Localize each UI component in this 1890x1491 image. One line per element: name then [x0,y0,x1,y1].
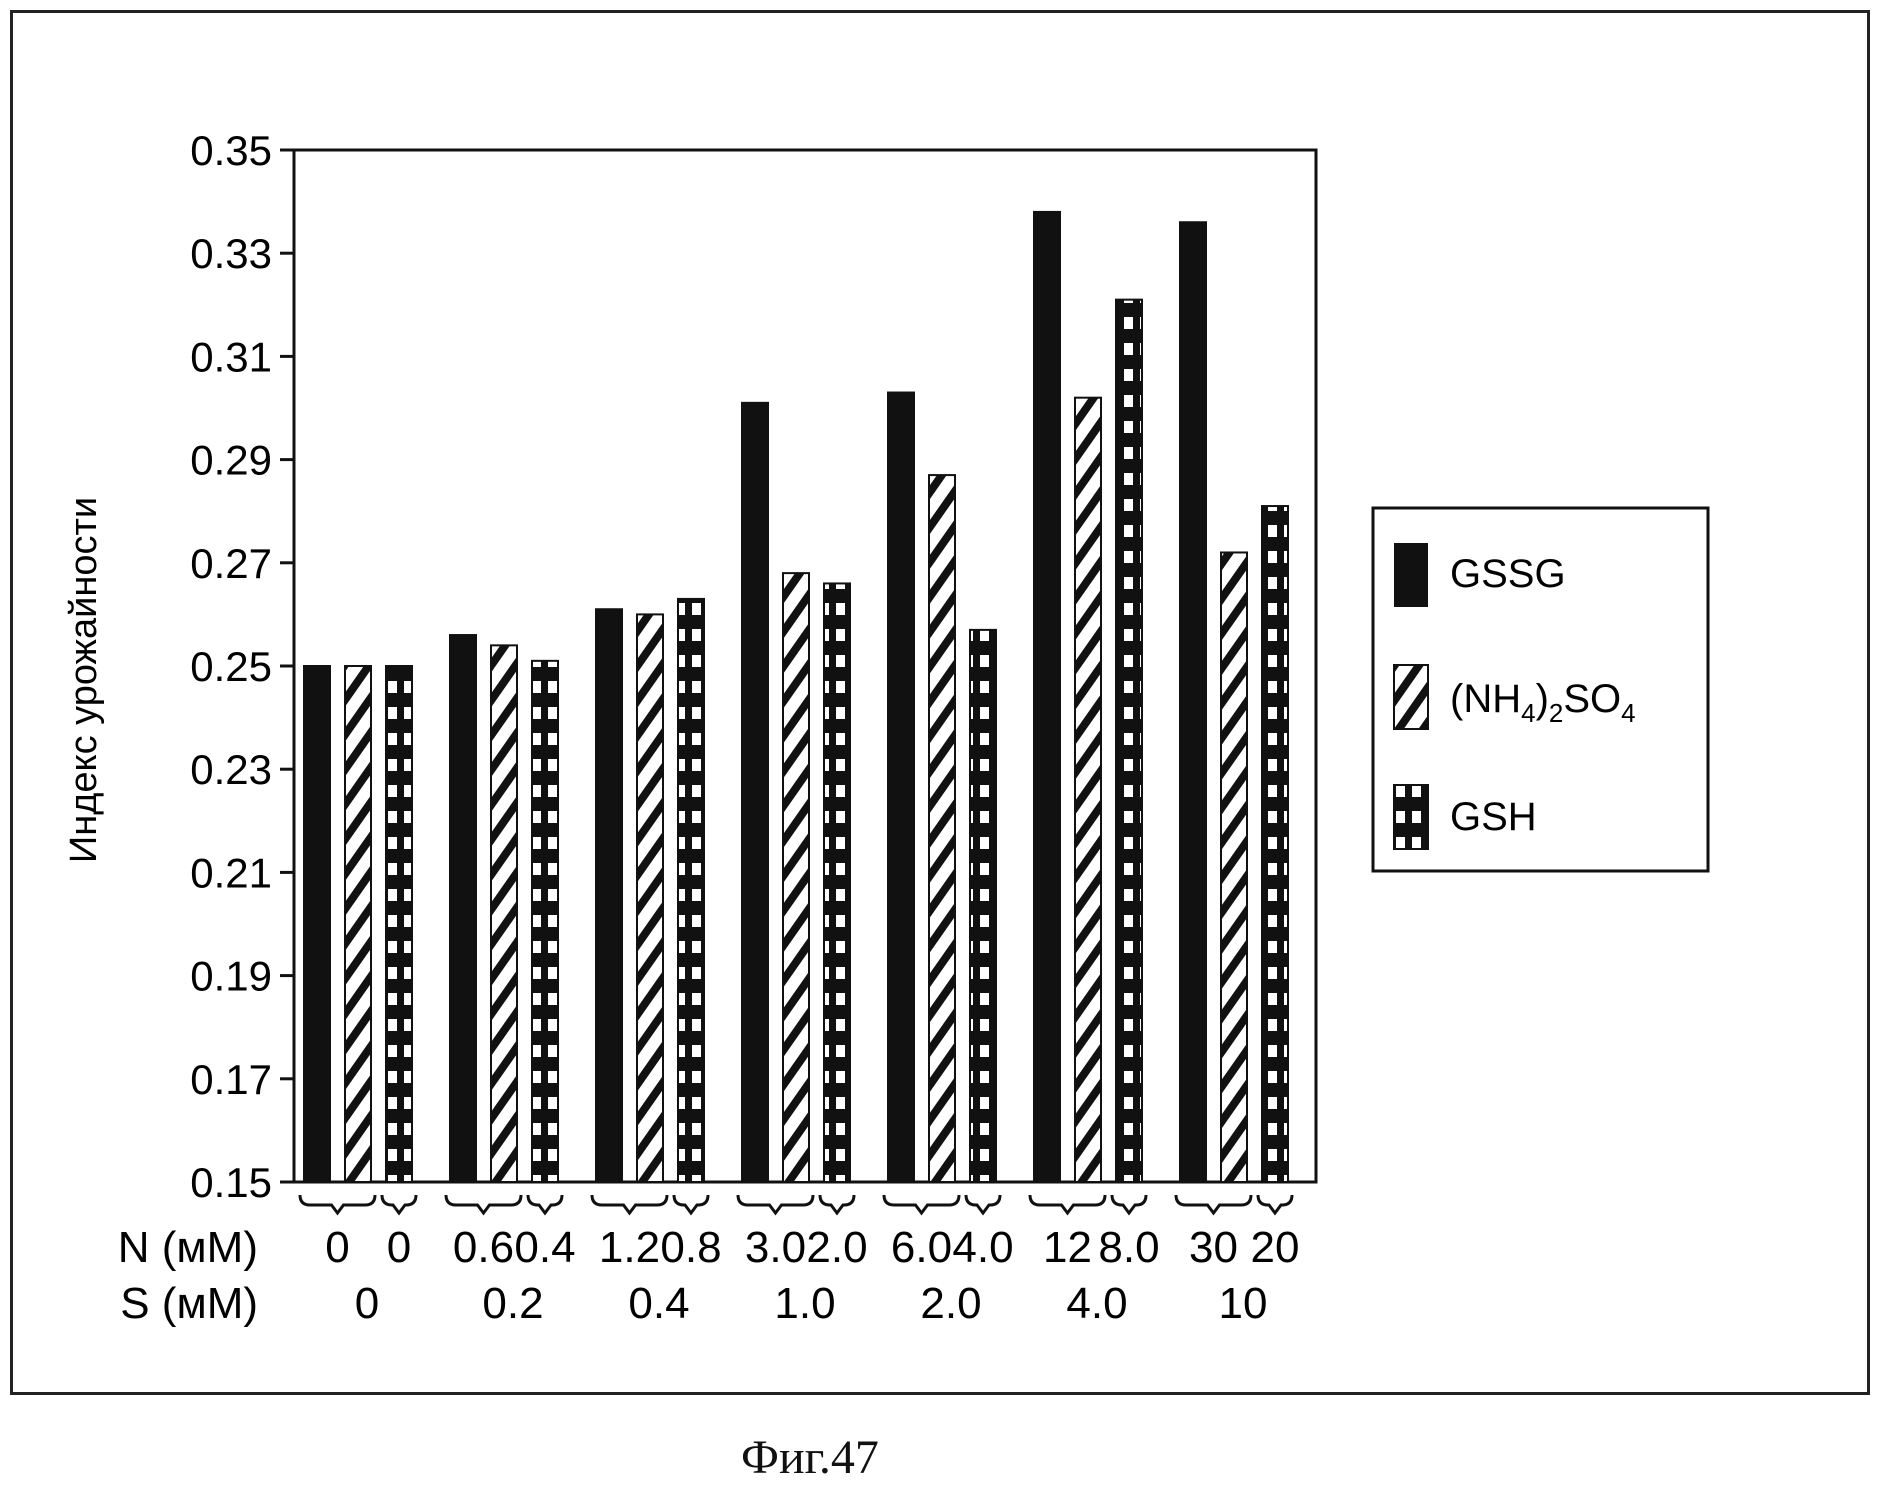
n-value-label: 20 [1251,1223,1300,1272]
bar-gsh [678,599,704,1182]
group-brace [1112,1195,1146,1213]
bar-gssg [888,393,914,1182]
y-tick-label: 0.31 [190,333,272,380]
n-value-label: 0.6 [453,1223,514,1272]
y-tick-label: 0.17 [190,1056,272,1103]
n-value-label: 0.4 [514,1223,575,1272]
y-tick-label: 0.23 [190,746,272,793]
legend-swatch-gssg [1394,543,1428,607]
bar-gssg [304,666,330,1182]
bar-gssg [1034,212,1060,1182]
bar-gssg [1180,222,1206,1182]
s-value-label: 0.2 [482,1279,543,1328]
legend: GSSG (NH4)2SO4 GSH [1373,508,1708,871]
group-brace [1258,1195,1292,1213]
y-tick-label: 0.15 [190,1159,272,1206]
s-value-label: 0.4 [628,1279,689,1328]
n-value-label: 4.0 [952,1223,1013,1272]
group-brace [738,1195,813,1213]
y-tick-label: 0.27 [190,540,272,587]
n-row-label: N (мМ) [118,1223,258,1272]
y-tick-label: 0.29 [190,437,272,484]
bar-gsh [532,661,558,1182]
group-brace [884,1195,959,1213]
n-value-label: 12 [1043,1223,1092,1272]
bar-gssg [450,635,476,1182]
n-value-label: 30 [1189,1223,1238,1272]
bar-gssg [596,609,622,1182]
legend-label-gssg: GSSG [1450,552,1566,596]
s-row-label: S (мМ) [120,1279,258,1328]
bar-gsh [824,583,850,1182]
group-brace [382,1195,416,1213]
bar-nh4 [637,614,663,1182]
bar-nh4 [1075,398,1101,1182]
y-tick-label: 0.21 [190,849,272,896]
group-brace [446,1195,521,1213]
figure-caption: Фиг.47 [0,1430,1620,1485]
bar-nh4 [491,645,517,1182]
s-value-label: 0 [355,1279,379,1328]
bar-gsh [970,630,996,1182]
y-axis-title: Индекс урожайности [63,497,105,863]
n-value-label: 8.0 [1098,1223,1159,1272]
group-brace [966,1195,1000,1213]
bar-gsh [386,666,412,1182]
bar-nh4 [345,666,371,1182]
legend-swatch-nh4 [1394,665,1428,729]
group-brace [592,1195,667,1213]
bar-gsh [1116,300,1142,1182]
bar-nh4 [929,475,955,1182]
group-brace [300,1195,375,1213]
n-value-label: 2.0 [806,1223,867,1272]
legend-label-gsh: GSH [1450,795,1537,839]
group-brace [820,1195,854,1213]
group-brace [674,1195,708,1213]
y-tick-label: 0.33 [190,230,272,277]
legend-swatch-gsh [1394,785,1428,849]
bar-nh4 [1221,552,1247,1182]
n-value-label: 0.8 [660,1223,721,1272]
legend-label-nh4: (NH4)2SO4 [1450,677,1636,728]
bar-gsh [1262,506,1288,1182]
n-value-label: 1.2 [599,1223,660,1272]
y-tick-label: 0.35 [190,127,272,174]
y-tick-label: 0.19 [190,953,272,1000]
group-brace [528,1195,562,1213]
n-value-label: 0 [325,1223,349,1272]
s-value-label: 2.0 [920,1279,981,1328]
n-value-label: 3.0 [745,1223,806,1272]
y-tick-label: 0.25 [190,643,272,690]
s-value-label: 1.0 [774,1279,835,1328]
s-value-label: 4.0 [1066,1279,1127,1328]
s-value-label: 10 [1219,1279,1268,1328]
group-brace [1030,1195,1105,1213]
group-brace [1176,1195,1251,1213]
n-value-label: 6.0 [891,1223,952,1272]
bar-nh4 [783,573,809,1182]
bar-gssg [742,403,768,1182]
n-value-label: 0 [387,1223,411,1272]
